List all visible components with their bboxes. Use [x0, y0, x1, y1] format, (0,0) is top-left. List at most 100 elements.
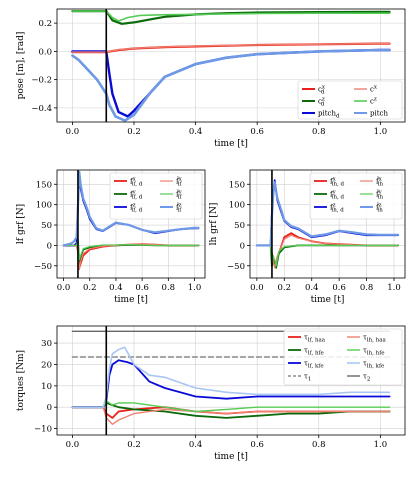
- legend-label: cz: [370, 97, 377, 106]
- legend-label: pitchd: [318, 110, 340, 120]
- series-line-0: [62, 243, 200, 269]
- x-tick-label: 0.6: [250, 440, 264, 450]
- x-tick-label: 0.8: [312, 440, 326, 450]
- legend-label: τ1: [304, 373, 311, 383]
- x-axis-label: time [t]: [114, 295, 148, 305]
- series-line-4: [256, 244, 399, 267]
- y-tick-label: 150: [36, 180, 52, 190]
- chart-pose: 0.0 0.2 0.4 0.6 0.8 1.0 −0.4 −0.2 0.0 0.2 time [t]…: [16, 8, 406, 149]
- y-tick-label: 100: [36, 201, 52, 211]
- series-line-4: [71, 10, 391, 22]
- x-tick-label: 0.8: [360, 283, 374, 293]
- series-line-3: [71, 42, 391, 53]
- x-tick-label: 0.6: [250, 127, 264, 137]
- x-tick-label: 0.0: [66, 127, 80, 137]
- y-axis-label: torques [Nm]: [16, 350, 26, 411]
- x-tick-label: 0.4: [189, 127, 203, 137]
- series-line-1: [71, 401, 391, 419]
- legend-label: fy lf, d: [130, 190, 143, 201]
- legend-label: fz lh, d: [330, 203, 344, 214]
- y-tick-label: 0.2: [38, 19, 52, 29]
- x-tick-label: 1.0: [387, 283, 401, 293]
- x-tick-label: 0.0: [66, 440, 80, 450]
- x-tick-label: 0.4: [305, 283, 319, 293]
- series-line-5: [71, 48, 391, 122]
- y-axis-label: lh grf [N]: [209, 203, 219, 246]
- legend-label: cx d: [318, 85, 326, 96]
- legend-label: τ2: [363, 373, 370, 383]
- legend-label: τlh, hfe: [363, 347, 385, 357]
- legend-box: [297, 80, 403, 120]
- legend-label: f̂y lh: [376, 190, 383, 201]
- x-tick-label: 0.2: [278, 283, 292, 293]
- plot-frame: [56, 325, 406, 436]
- y-tick-label: 20: [41, 360, 52, 370]
- x-tick-label: 0.0: [57, 283, 71, 293]
- x-tick-label: 1.0: [374, 440, 388, 450]
- x-tick-label: 0.6: [332, 283, 346, 293]
- y-tick-label: 0.0: [38, 47, 52, 57]
- x-tick-label: 0.4: [109, 283, 123, 293]
- series-line-6: [71, 346, 391, 409]
- plot-frame: [56, 169, 206, 279]
- y-tick-label: 50: [41, 221, 52, 231]
- y-tick-label: −50: [227, 262, 245, 272]
- legend-box: [309, 172, 403, 220]
- y-tick-label: 0: [47, 241, 52, 251]
- legend-label: fz lf, d: [130, 203, 143, 214]
- y-tick-label: −50: [34, 262, 52, 272]
- series-line-5: [255, 181, 400, 247]
- legend: τlf, haa τlf, hfe τlf, kfe τ1 τlh, haa τlh, h…: [283, 328, 403, 386]
- legend-label: f̂x lf: [176, 177, 183, 188]
- x-tick-label: 0.2: [127, 127, 141, 137]
- legend-label: τlf, kfe: [304, 360, 324, 370]
- legend-label: cz d: [318, 97, 325, 108]
- legend-label: f̂z lh: [376, 203, 383, 214]
- y-tick-label: 50: [234, 221, 245, 231]
- series-line-3: [256, 234, 399, 269]
- y-tick-label: 0: [47, 403, 52, 413]
- y-tick-label: −0.4: [31, 104, 52, 114]
- x-axis-label: time [t]: [214, 139, 248, 149]
- y-tick-label: 10: [41, 382, 52, 392]
- x-tick-label: 0.8: [162, 283, 176, 293]
- legend-label: fy lh, d: [330, 190, 345, 201]
- series-group: [71, 10, 391, 122]
- legend-label: cx: [370, 85, 378, 94]
- x-tick-label: 0.8: [312, 127, 326, 137]
- x-tick-label: 0.4: [189, 440, 203, 450]
- x-tick-label: 0.0: [250, 283, 264, 293]
- series-line-5: [62, 170, 200, 247]
- legend-label: fx lh, d: [330, 177, 345, 188]
- x-tick-label: 0.2: [83, 283, 97, 293]
- plot-frame: [249, 169, 406, 279]
- y-tick-label: 150: [229, 180, 245, 190]
- legend: fx lh, d fy lh, d fz lh, d f̂x lh f̂y lh f̂z lh: [309, 172, 403, 220]
- legend-label: f̂x lh: [376, 177, 383, 188]
- y-tick-label: −0.2: [31, 76, 52, 86]
- y-tick-label: 100: [229, 201, 245, 211]
- plot-frame: [56, 8, 406, 123]
- x-tick-label: 1.0: [374, 127, 388, 137]
- y-axis-label: pose [m], [rad]: [16, 32, 26, 100]
- y-tick-label: 30: [41, 339, 52, 349]
- legend-label: τlh, haa: [363, 334, 386, 344]
- x-tick-label: 1.0: [188, 283, 202, 293]
- legend-label: τlf, hfe: [304, 347, 324, 357]
- series-line-1: [71, 10, 391, 25]
- chart-torques: 0.0 0.2 0.4 0.6 0.8 1.0 −10 0 10 20 30 time [t] torq…: [16, 325, 406, 462]
- x-axis-label: time [t]: [214, 452, 248, 462]
- legend-label: f̂z lf: [176, 203, 182, 214]
- legend-label: τlh, kfe: [363, 360, 384, 370]
- chart-lh_grf: 0.0 0.2 0.4 0.6 0.8 1.0 −50 0 50 100 150 time [t] lh…: [209, 169, 406, 305]
- legend: fx lf, d fy lf, d fz lf, d f̂x lf f̂y lf f̂z lf: [109, 172, 203, 220]
- y-axis-label: lf grf [N]: [16, 204, 26, 244]
- x-tick-label: 0.2: [127, 440, 141, 450]
- x-tick-label: 0.6: [135, 283, 149, 293]
- y-tick-label: −10: [34, 425, 52, 435]
- legend-label: τlf, haa: [304, 334, 326, 344]
- series-line-5: [71, 400, 391, 413]
- x-axis-label: time [t]: [311, 295, 345, 305]
- chart-lf_grf: 0.0 0.2 0.4 0.6 0.8 1.0 −50 0 50 100 150 time [t] lf…: [16, 169, 206, 305]
